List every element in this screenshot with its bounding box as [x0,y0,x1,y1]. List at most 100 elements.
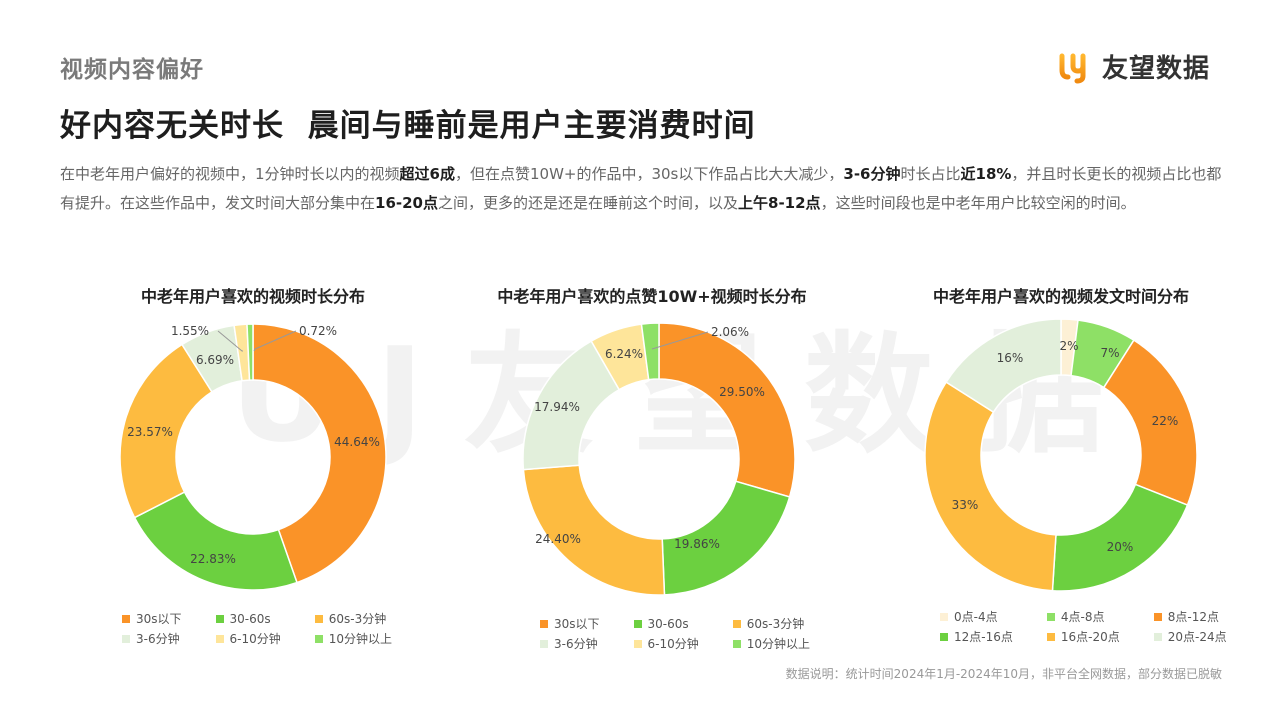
legend-item[interactable]: 60s-3分钟 [732,615,810,632]
slice-label: 24.40% [535,532,581,546]
legend-item[interactable]: 30s以下 [540,615,600,632]
description-text: ，这些时间段也是中老年用户比较空闲的时间。 [820,194,1136,212]
chart-title: 中老年用户喜欢的视频发文时间分布 [932,287,1189,306]
legend-swatch-icon [540,639,548,648]
legend-item[interactable]: 30s以下 [122,610,182,627]
slice-label: 20% [1107,540,1134,554]
description-text: ，但在点赞10W+的作品中，30s以下作品占比大大减少， [454,165,844,183]
slice-label: 22.83% [190,552,236,566]
legend-swatch-icon [314,614,323,623]
legend-item[interactable]: 12点-16点 [940,628,1013,645]
donut-slice[interactable] [924,381,1057,592]
legend-swatch-icon [633,619,642,628]
chart-title: 中老年用户喜欢的视频时长分布 [140,287,365,306]
legend-label: 30s以下 [136,612,182,626]
slice-label: 2% [1059,339,1078,353]
footnote: 数据说明：统计时间2024年1月-2024年10月，非平台全网数据，部分数据已脱… [785,667,1222,681]
legend-swatch-icon [314,634,323,643]
description-text: 时长占比 [900,165,961,183]
legend-item[interactable]: 3-6分钟 [540,635,600,652]
legend-label: 0点-4点 [954,610,998,624]
legend-swatch-icon [1046,612,1055,621]
legend-item[interactable]: 8点-12点 [1153,608,1227,625]
logo-text: 友望数据 [1102,54,1211,84]
legend-label: 3-6分钟 [554,637,598,651]
slice-label: 19.86% [674,537,720,551]
legend-item[interactable]: 6-10分钟 [215,630,281,647]
legend-swatch-icon [215,634,224,643]
legend-item[interactable]: 4点-8点 [1046,608,1120,625]
description-highlight: 16-20点 [375,194,438,212]
description-highlight: 超过6成 [399,165,455,183]
donut-slice[interactable] [252,323,387,584]
slice-label: 6.24% [605,347,643,361]
legend-swatch-icon [540,619,548,628]
description-text: 在中老年用户偏好的视频中，1分钟时长以内的视频 [60,165,400,183]
legend-item[interactable]: 10分钟以上 [732,635,811,652]
donut-slice[interactable] [1102,339,1198,507]
chart-title: 中老年用户喜欢的点赞10W+视频时长分布 [497,287,807,306]
donut-slice[interactable] [658,322,796,498]
legend-label: 10分钟以上 [746,637,811,651]
legend-swatch-icon [732,639,741,648]
donut-slice[interactable] [945,318,1062,414]
slice-label: 23.57% [127,425,173,439]
legend-swatch-icon [215,614,224,623]
description-text: ，并且时长更长的视频占比也都有提升。在这些作品中，发文时间大部分集中在 [60,165,1222,212]
legend-swatch-icon [940,632,948,641]
slice-label: 2.06% [711,325,749,339]
legend-label: 20点-24点 [1167,630,1227,644]
legend-swatch-icon [732,619,741,628]
legend-label: 16点-20点 [1060,630,1120,644]
legend-item[interactable]: 30-60s [633,615,699,632]
donut-slice[interactable] [1051,483,1189,592]
brand-logo: 友望数据 [1058,48,1210,85]
slice-label: 0.72% [299,324,337,338]
legend-item[interactable]: 6-10分钟 [633,635,699,652]
legend-item[interactable]: 0点-4点 [940,608,1013,625]
description-highlight: 近18% [960,165,1012,183]
legend-item[interactable]: 30-60s [215,610,281,627]
legend-swatch-icon [122,614,130,623]
description: 在中老年用户偏好的视频中，1分钟时长以内的视频超过6成，但在点赞10W+的作品中… [60,160,1230,218]
description-highlight: 上午8-12点 [738,194,821,212]
legend-label: 60s-3分钟 [328,612,387,626]
chart-legend: 30s以下 30-60s 60s-3分钟 3-6分钟 6-10分钟 10分钟以上 [540,615,810,652]
slice-label: 6.69% [196,353,234,367]
legend-item[interactable]: 10分钟以上 [314,630,393,647]
legend-swatch-icon [1046,632,1055,641]
slice-label: 29.50% [719,385,765,399]
slice-label: 1.55% [171,324,209,338]
slice-label: 7% [1100,346,1119,360]
legend-swatch-icon [633,639,642,648]
legend-swatch-icon [122,634,130,643]
slice-label: 17.94% [534,400,580,414]
donut-slice[interactable] [640,322,660,381]
description-highlight: 3-6分钟 [843,165,901,183]
legend-label: 8点-12点 [1167,610,1219,624]
donut-slice[interactable] [522,464,666,596]
legend-item[interactable]: 3-6分钟 [122,630,182,647]
chart-legend: 0点-4点 4点-8点 8点-12点 12点-16点 16点-20点 20点-24点 [940,608,1227,645]
donut-slice[interactable] [246,323,254,381]
legend-swatch-icon [1153,612,1162,621]
legend-item[interactable]: 20点-24点 [1153,628,1227,645]
slice-label: 16% [997,351,1024,365]
legend-label: 10分钟以上 [328,632,393,646]
slice-label: 33% [952,498,979,512]
logo-mark-icon [1059,53,1086,83]
legend-label: 6-10分钟 [647,637,699,651]
chart-legend: 30s以下 30-60s 60s-3分钟 3-6分钟 6-10分钟 10分钟以上 [122,610,392,647]
legend-swatch-icon [1153,632,1162,641]
legend-label: 4点-8点 [1060,610,1105,624]
slice-label: 22% [1152,414,1179,428]
legend-label: 30s以下 [554,617,600,631]
legend-label: 30-60s [229,611,271,626]
legend-item[interactable]: 60s-3分钟 [314,610,392,627]
leader-line [651,331,709,350]
legend-label: 3-6分钟 [136,632,180,646]
legend-item[interactable]: 16点-20点 [1046,628,1120,645]
donut-slice[interactable] [119,343,213,519]
